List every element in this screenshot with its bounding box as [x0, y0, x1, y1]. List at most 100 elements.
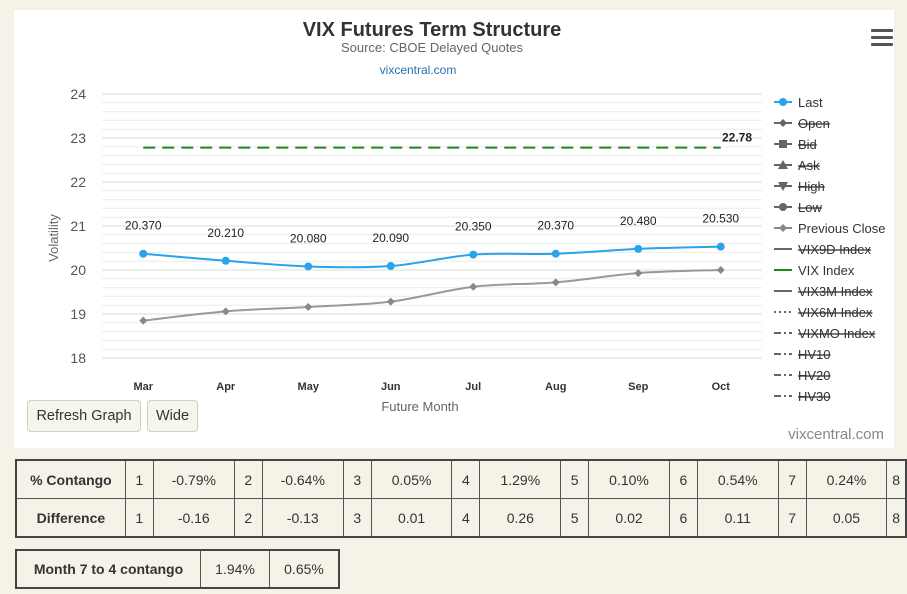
legend-item[interactable]: HV10 [798, 347, 831, 362]
table-row: % Contango 1 -0.79% 2 -0.64% 3 0.05% 4 1.29% 5 0.1… [15, 459, 907, 499]
y-tick-label: 23 [70, 130, 86, 146]
previous-close-point [221, 307, 230, 316]
table-cell: 0.65% [269, 549, 340, 589]
x-tick-label: Oct [712, 381, 731, 393]
legend-item[interactable]: Previous Close [798, 221, 885, 236]
row-label: Difference [15, 498, 126, 538]
table-cell: 2 [233, 459, 263, 499]
table-cell: 0.05% [370, 459, 453, 499]
table-cell: 0.01 [370, 498, 453, 538]
last-point [551, 249, 560, 258]
x-tick-label: Mar [133, 381, 153, 393]
previous-close-point [139, 316, 148, 325]
menu-icon[interactable] [871, 29, 893, 47]
table-cell: 0.11 [696, 498, 779, 538]
last-point [304, 262, 313, 271]
legend-item[interactable]: VIXMO Index [798, 326, 876, 341]
last-point [469, 250, 478, 259]
chart-title: VIX Futures Term Structure [303, 19, 562, 41]
legend-item[interactable]: High [798, 179, 825, 194]
legend-symbol [779, 140, 787, 148]
x-axis-label: Future Month [381, 399, 458, 414]
table-cell: 1 [124, 498, 154, 538]
table-cell: 5 [560, 498, 590, 538]
legend-item[interactable]: VIX9D Index [798, 242, 871, 257]
table-cell: 6 [668, 459, 698, 499]
previous-close-point [551, 278, 560, 287]
last-point [139, 249, 148, 258]
legend-symbol [779, 98, 787, 106]
legend-symbol [779, 203, 787, 211]
legend-item[interactable]: HV30 [798, 389, 831, 404]
data-label: 20.370 [537, 219, 574, 233]
legend-item[interactable]: Bid [798, 137, 817, 152]
previous-close-line [143, 269, 721, 322]
x-tick-label: Aug [545, 381, 566, 393]
y-tick-label: 22 [70, 174, 86, 190]
previous-close-point [716, 266, 725, 274]
table-cell: 8 [886, 498, 907, 538]
term-structure-chart: 18 19 20 21 22 23 24 Mar Apr May Jun Jul Aug Sep Oct VI… [46, 19, 885, 414]
last-point [221, 256, 230, 265]
table-cell: 6 [668, 498, 698, 538]
x-tick-label: May [298, 381, 320, 393]
table-cell: 1.29% [479, 459, 562, 499]
y-tick-label: 20 [70, 262, 86, 278]
data-label: 20.350 [455, 220, 492, 234]
previous-close-point [304, 302, 313, 311]
table-cell: -0.64% [261, 459, 344, 499]
data-label: 20.080 [290, 231, 327, 245]
y-tick-label: 18 [70, 350, 86, 366]
table-cell: 1 [124, 459, 154, 499]
legend-item[interactable]: Open [798, 116, 830, 131]
x-tick-label: Apr [216, 381, 236, 393]
legend-item[interactable]: VIX Index [798, 263, 855, 278]
legend-item[interactable]: Low [798, 200, 822, 215]
x-tick-label: Sep [628, 381, 648, 393]
table-cell: 5 [560, 459, 590, 499]
legend-symbol [779, 224, 787, 232]
table-cell: 1.94% [200, 549, 270, 589]
wide-button[interactable]: Wide [147, 400, 198, 432]
chart-panel: 18 19 20 21 22 23 24 Mar Apr May Jun Jul Aug Sep Oct VI… [14, 10, 894, 448]
table-row: Month 7 to 4 contango 1.94% 0.65% [15, 549, 340, 589]
table-cell: 0.02 [588, 498, 670, 538]
table-cell: 0.26 [479, 498, 562, 538]
y-tick-label: 19 [70, 306, 86, 322]
legend-symbol [778, 182, 788, 191]
table-cell: 3 [342, 498, 372, 538]
table-cell: 2 [233, 498, 263, 538]
row-label: % Contango [15, 459, 126, 499]
month-contango-table: Month 7 to 4 contango 1.94% 0.65% [15, 549, 340, 589]
refresh-graph-button[interactable]: Refresh Graph [27, 400, 141, 432]
data-label: 20.210 [207, 226, 244, 240]
legend-item[interactable]: HV20 [798, 368, 831, 383]
data-label: 20.370 [125, 219, 162, 233]
legend-item[interactable]: Last [798, 95, 823, 110]
y-tick-label: 24 [70, 86, 86, 102]
table-cell: 3 [342, 459, 372, 499]
legend-item[interactable]: VIX6M Index [798, 305, 873, 320]
table-cell: 0.05 [805, 498, 888, 538]
table-cell: 7 [777, 459, 807, 499]
table-cell: 4 [451, 459, 481, 499]
last-line [143, 245, 721, 269]
table-cell: 0.10% [588, 459, 670, 499]
legend-item[interactable]: VIX3M Index [798, 284, 873, 299]
previous-close-point [634, 269, 643, 278]
credit-text: vixcentral.com [788, 426, 884, 443]
table-row: Difference 1 -0.16 2 -0.13 3 0.01 4 0.26 5 0.02 6 0.… [15, 498, 907, 538]
chart-subtitle: Source: CBOE Delayed Quotes [341, 40, 524, 55]
table-cell: -0.79% [152, 459, 235, 499]
data-label: 20.090 [372, 231, 409, 245]
data-label: 20.480 [620, 214, 657, 228]
row-label: Month 7 to 4 contango [15, 549, 201, 589]
x-tick-label: Jun [381, 381, 401, 393]
table-cell: 8 [886, 459, 907, 499]
last-point [716, 242, 725, 251]
table-cell: 0.24% [805, 459, 888, 499]
table-cell: -0.16 [152, 498, 235, 538]
last-point [634, 244, 643, 253]
legend-item[interactable]: Ask [798, 158, 820, 173]
table-cell: 7 [777, 498, 807, 538]
